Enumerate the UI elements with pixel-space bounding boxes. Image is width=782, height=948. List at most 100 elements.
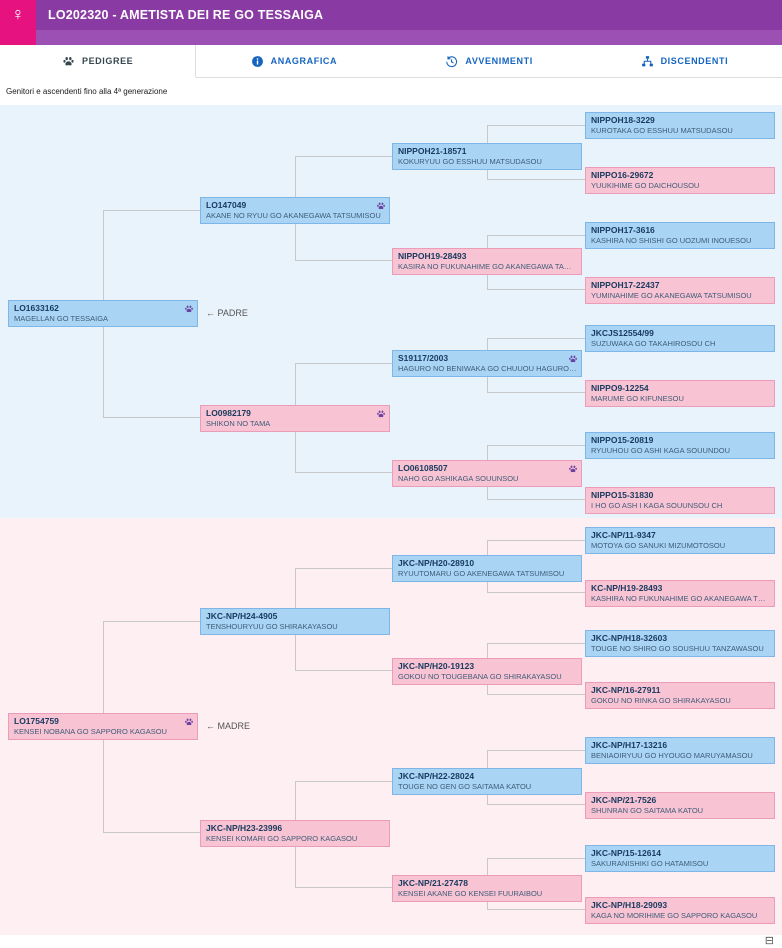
dog-name: TOUGE NO SHIRO GO SOUSHUU TANZAWASOU (591, 644, 764, 653)
pedigree-node[interactable]: NIPPO15-20819 RYUUHOU GO ASHI KAGA SOUUN… (585, 432, 775, 459)
dog-id: JKC-NP/21-27478 (398, 878, 468, 888)
dog-id: NIPPO15-20819 (591, 435, 654, 445)
dog-id: LO06108507 (398, 463, 448, 473)
pedigree-node[interactable]: NIPPO15-31830 I HO GO ASH I KAGA SOUUNSO… (585, 487, 775, 514)
tab-label: ANAGRAFICA (270, 56, 338, 66)
dog-name: RYUUTOMARU GO AKENEGAWA TATSUMISOU (398, 569, 565, 578)
paw-icon[interactable] (184, 717, 194, 727)
dog-id: JKC-NP/H20-19123 (398, 661, 475, 671)
dog-id: NIPPO9-12254 (591, 383, 649, 393)
dog-name: SHIKON NO TAMA (206, 419, 271, 428)
generation-subtitle: Genitori e ascendenti fino alla 4ª gener… (0, 78, 782, 105)
dog-name: MARUME GO KIFUNESOU (591, 394, 684, 403)
pedigree-node[interactable]: JKC-NP/11-9347 MOTOYA GO SANUKI MIZUMOTO… (585, 527, 775, 554)
pedigree-node[interactable]: NIPPO16-29672 YUUKIHIME GO DAICHOUSOU (585, 167, 775, 194)
paw-icon[interactable] (184, 304, 194, 314)
dog-id: JKCJS12554/99 (591, 328, 654, 338)
dog-id: JKC-NP/H24-4905 (206, 611, 278, 621)
header-sub-bar (36, 30, 782, 45)
history-icon (446, 55, 458, 67)
pedigree-node[interactable]: NIPPO9-12254 MARUME GO KIFUNESOU (585, 380, 775, 407)
pedigree-node[interactable]: JKC-NP/21-27478 KENSEI AKANE GO KENSEI F… (392, 875, 582, 902)
dog-name: KENSEI KOMARI GO SAPPORO KAGASOU (206, 834, 358, 843)
dog-name: NAHO GO ASHIKAGA SOUUNSOU (398, 474, 519, 483)
dog-name: YUMINAHIME GO AKANEGAWA TATSUMISOU (591, 291, 752, 300)
dog-name: I HO GO ASH I KAGA SOUUNSOU CH (591, 501, 723, 510)
pedigree-node[interactable]: JKC-NP/H20-28910 RYUUTOMARU GO AKENEGAWA… (392, 555, 582, 582)
pedigree-node[interactable]: JKC-NP/15-12614 SAKURANISHIKI GO HATAMIS… (585, 845, 775, 872)
paw-icon[interactable] (376, 201, 386, 211)
collapse-icon[interactable]: ⊟ (764, 935, 774, 947)
pedigree-node[interactable]: NIPPOH19-28493 KASIRA NO FUKUNAHIME GO A… (392, 248, 582, 275)
descendants-icon (641, 55, 653, 66)
father-label: ← PADRE (206, 308, 248, 318)
dog-name: KASIRA NO FUKUNAHIME GO AKANEGAWA TA… (398, 262, 572, 271)
dog-id: LO0982179 (206, 408, 251, 418)
dog-id: JKC-NP/H20-28910 (398, 558, 475, 568)
dog-name: BENIAOIRYUU GO HYOUGO MARUYAMASOU (591, 751, 753, 760)
sex-badge: ♀ (0, 0, 36, 45)
dog-id: NIPPOH21-18571 (398, 146, 467, 156)
dog-name: SAKURANISHIKI GO HATAMISOU (591, 859, 709, 868)
pedigree-chart: ← PADRE ← MADRE LO1633162 MAGELLAN GO TE… (0, 105, 782, 935)
dog-name: RYUUHOU GO ASHI KAGA SOUUNDOU (591, 446, 731, 455)
dog-id: NIPPOH18-3229 (591, 115, 655, 125)
pedigree-node[interactable]: JKC-NP/H20-19123 GOKOU NO TOUGEBANA GO S… (392, 658, 582, 685)
dog-name: KASHIRA NO SHISHI GO UOZUMI INOUESOU (591, 236, 752, 245)
tab-anagrafica[interactable]: ANAGRAFICA (196, 45, 392, 78)
pedigree-node-father[interactable]: LO1633162 MAGELLAN GO TESSAIGA (8, 300, 198, 327)
female-symbol: ♀ (11, 4, 25, 24)
tab-pedigree[interactable]: PEDIGREE (0, 45, 197, 78)
tab-avvenimenti[interactable]: AVVENIMENTI (391, 45, 587, 78)
dog-id: LO1633162 (14, 303, 59, 313)
pedigree-node[interactable]: JKC-NP/H18-32603 TOUGE NO SHIRO GO SOUSH… (585, 630, 775, 657)
paw-icon[interactable] (568, 354, 578, 364)
tab-label: PEDIGREE (81, 56, 134, 66)
page-title: LO202320 - AMETISTA DEI RE GO TESSAIGA (48, 8, 324, 22)
dog-name: KASHIRA NO FUKUNAHIME GO AKANEGAWA T… (591, 594, 766, 603)
pedigree-node[interactable]: JKC-NP/21-7526 SHUNRAN GO SAITAMA KATOU (585, 792, 775, 819)
pedigree-node[interactable]: NIPPOH21-18571 KOKURYUU GO ESSHUU MATSUD… (392, 143, 582, 170)
pedigree-node[interactable]: NIPPOH18-3229 KUROTAKA GO ESSHUU MATSUDA… (585, 112, 775, 139)
pedigree-node[interactable]: JKC-NP/H22-28024 TOUGE NO GEN GO SAITAMA… (392, 768, 582, 795)
dog-id: JKC-NP/H23-23996 (206, 823, 283, 833)
dog-name: KAGA NO MORIHIME GO SAPPORO KAGASOU (591, 911, 758, 920)
pedigree-node[interactable]: LO0982179 SHIKON NO TAMA (200, 405, 390, 432)
pedigree-node-mother[interactable]: LO1754759 KENSEI NOBANA GO SAPPORO KAGAS… (8, 713, 198, 740)
dog-name: SUZUWAKA GO TAKAHIROSOU CH (591, 339, 716, 348)
dog-name: KENSEI AKANE GO KENSEI FUURAIBOU (398, 889, 543, 898)
dog-id: NIPPO16-29672 (591, 170, 654, 180)
dog-name: KENSEI NOBANA GO SAPPORO KAGASOU (14, 727, 167, 736)
pedigree-node[interactable]: S19117/2003 HAGURO NO BENIWAKA GO CHUUOU… (392, 350, 582, 377)
dog-id: JKC-NP/15-12614 (591, 848, 661, 858)
paw-icon[interactable] (376, 409, 386, 419)
tab-discendenti[interactable]: DISCENDENTI (586, 45, 782, 78)
dog-id: JKC-NP/H18-32603 (591, 633, 668, 643)
dog-id: NIPPOH17-3616 (591, 225, 655, 235)
pedigree-node[interactable]: JKC-NP/H18-29093 KAGA NO MORIHIME GO SAP… (585, 897, 775, 924)
header-right: LO202320 - AMETISTA DEI RE GO TESSAIGA (36, 0, 782, 45)
pedigree-node[interactable]: JKC-NP/H23-23996 KENSEI KOMARI GO SAPPOR… (200, 820, 390, 847)
dog-id: JKC-NP/11-9347 (591, 530, 656, 540)
dog-id: S19117/2003 (398, 353, 449, 363)
pedigree-node[interactable]: JKC-NP/H17-13216 BENIAOIRYUU GO HYOUGO M… (585, 737, 775, 764)
pedigree-node[interactable]: JKC-NP/16-27911 GOKOU NO RINKA GO SHIRAK… (585, 682, 775, 709)
pedigree-node[interactable]: NIPPOH17-22437 YUMINAHIME GO AKANEGAWA T… (585, 277, 775, 304)
dog-id: JKC-NP/H22-28024 (398, 771, 475, 781)
tab-label: AVVENIMENTI (465, 56, 533, 66)
dog-name: KOKURYUU GO ESSHUU MATSUDASOU (398, 157, 542, 166)
pedigree-node[interactable]: LO147049 AKANE NO RYUU GO AKANEGAWA TATS… (200, 197, 390, 224)
pedigree-node[interactable]: NIPPOH17-3616 KASHIRA NO SHISHI GO UOZUM… (585, 222, 775, 249)
dog-id: NIPPO15-31830 (591, 490, 654, 500)
paw-icon[interactable] (568, 464, 578, 474)
footer-bar: ⊟ (0, 935, 782, 948)
paw-icon (63, 56, 74, 66)
pedigree-node[interactable]: LO06108507 NAHO GO ASHIKAGA SOUUNSOU (392, 460, 582, 487)
tab-label: DISCENDENTI (660, 56, 729, 66)
pedigree-node[interactable]: JKCJS12554/99 SUZUWAKA GO TAKAHIROSOU CH (585, 325, 775, 352)
dog-name: TOUGE NO GEN GO SAITAMA KATOU (398, 782, 532, 791)
pedigree-node[interactable]: JKC-NP/H24-4905 TENSHOURYUU GO SHIRAKAYA… (200, 608, 390, 635)
tab-bar: PEDIGREE ANAGRAFICA AVVENIMENTI DISCENDE… (0, 45, 782, 78)
app-header: ♀ LO202320 - AMETISTA DEI RE GO TESSAIGA (0, 0, 782, 45)
pedigree-node[interactable]: KC-NP/H19-28493 KASHIRA NO FUKUNAHIME GO… (585, 580, 775, 607)
